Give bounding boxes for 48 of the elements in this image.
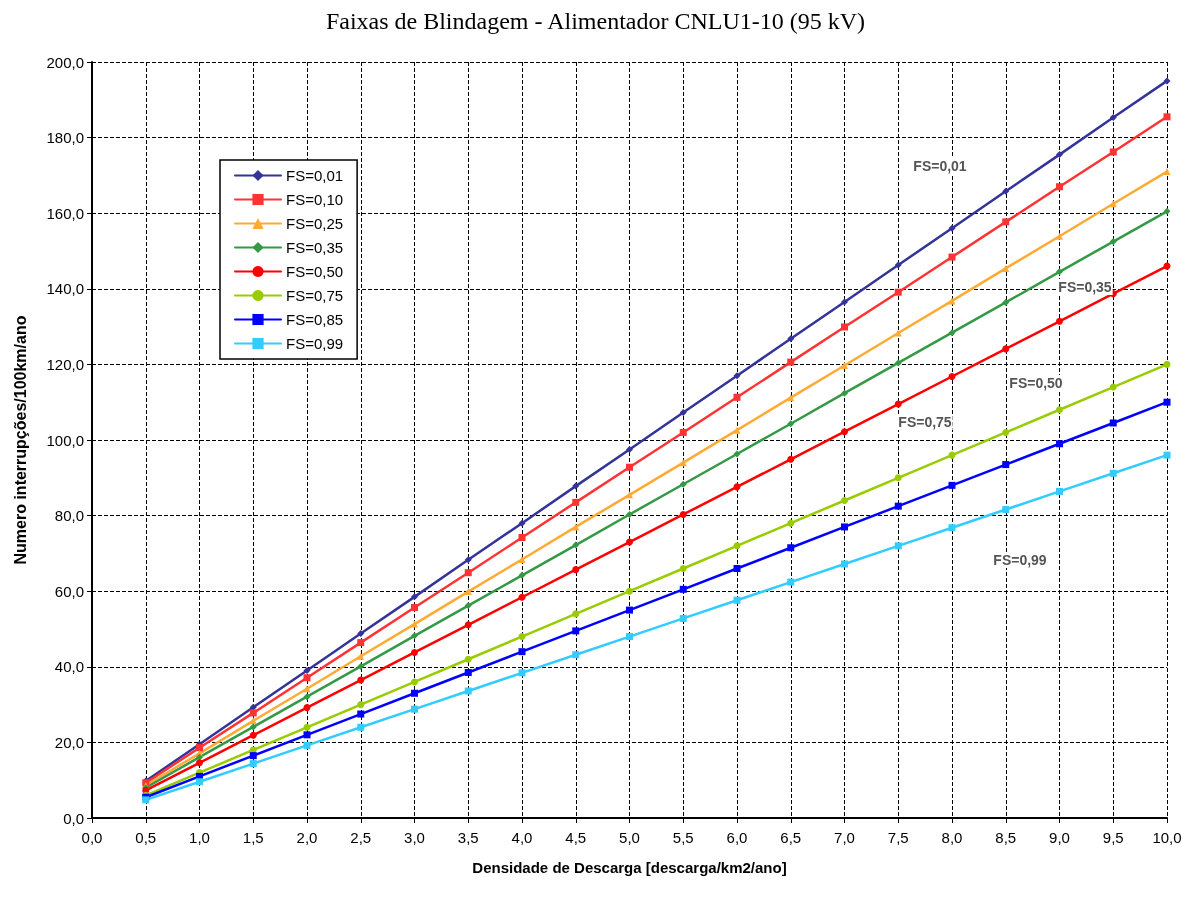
x-tick-label: 5,0 bbox=[619, 829, 640, 846]
x-tick-label: 0,5 bbox=[135, 829, 157, 846]
y-tick-label: 20,0 bbox=[54, 733, 84, 751]
x-tick-label: 7,0 bbox=[834, 829, 855, 846]
x-tick-label: 7,5 bbox=[887, 829, 909, 846]
legend-label: FS=0,50 bbox=[286, 263, 344, 280]
y-tick-label: 160,0 bbox=[46, 204, 84, 222]
y-tick-label: 80,0 bbox=[54, 507, 84, 525]
x-tick-label: 0,0 bbox=[81, 829, 103, 846]
x-tick-label: 6,5 bbox=[780, 829, 802, 846]
y-tick-label: 140,0 bbox=[46, 280, 84, 298]
legend-label: FS=0,85 bbox=[286, 311, 344, 328]
legend-label: FS=0,25 bbox=[286, 215, 344, 232]
x-tick-label: 9,5 bbox=[1102, 829, 1124, 846]
y-tick-label: 60,0 bbox=[54, 582, 84, 600]
y-axis-title: Numero interrupções/100km/ano bbox=[11, 315, 29, 565]
x-tick-label: 2,5 bbox=[350, 829, 372, 846]
x-tick-label: 8,5 bbox=[995, 829, 1017, 846]
annotation: FS=0,01 bbox=[913, 158, 967, 174]
x-axis-title: Densidade de Descarga [descarga/km2/ano] bbox=[472, 859, 787, 876]
x-tick-label: 8,0 bbox=[941, 829, 963, 846]
annotation: FS=0,99 bbox=[993, 552, 1047, 568]
x-tick-label: 9,0 bbox=[1049, 829, 1070, 846]
x-tick-label: 2,0 bbox=[296, 829, 318, 846]
x-tick-label: 3,5 bbox=[457, 829, 479, 846]
legend-label: FS=0,01 bbox=[286, 167, 344, 184]
legend-label: FS=0,99 bbox=[286, 335, 344, 352]
legend-label: FS=0,35 bbox=[286, 239, 344, 256]
legend-label: FS=0,75 bbox=[286, 287, 344, 304]
annotation: FS=0,35 bbox=[1058, 279, 1112, 295]
x-tick-label: 1,5 bbox=[242, 829, 264, 846]
annotation: FS=0,75 bbox=[898, 414, 952, 430]
x-tick-label: 5,5 bbox=[672, 829, 694, 846]
y-tick-label: 100,0 bbox=[46, 431, 84, 449]
x-tick-label: 6,0 bbox=[726, 829, 748, 846]
legend-label: FS=0,10 bbox=[286, 191, 344, 208]
x-tick-label: 4,0 bbox=[511, 829, 533, 846]
y-tick-label: 200,0 bbox=[46, 53, 84, 71]
y-tick-label: 120,0 bbox=[46, 355, 84, 373]
annotation: FS=0,50 bbox=[1009, 375, 1063, 391]
x-tick-label: 3,0 bbox=[404, 829, 425, 846]
y-tick-label: 0,0 bbox=[63, 809, 84, 827]
y-tick-label: 180,0 bbox=[46, 129, 84, 147]
y-tick-label: 40,0 bbox=[54, 658, 84, 676]
x-tick-label: 4,5 bbox=[565, 829, 587, 846]
x-tick-label: 10,0 bbox=[1152, 829, 1182, 846]
x-tick-label: 1,0 bbox=[189, 829, 210, 846]
chart-title: Faixas de Blindagem - Alimentador CNLU1-10 (95 kV) bbox=[325, 8, 866, 34]
